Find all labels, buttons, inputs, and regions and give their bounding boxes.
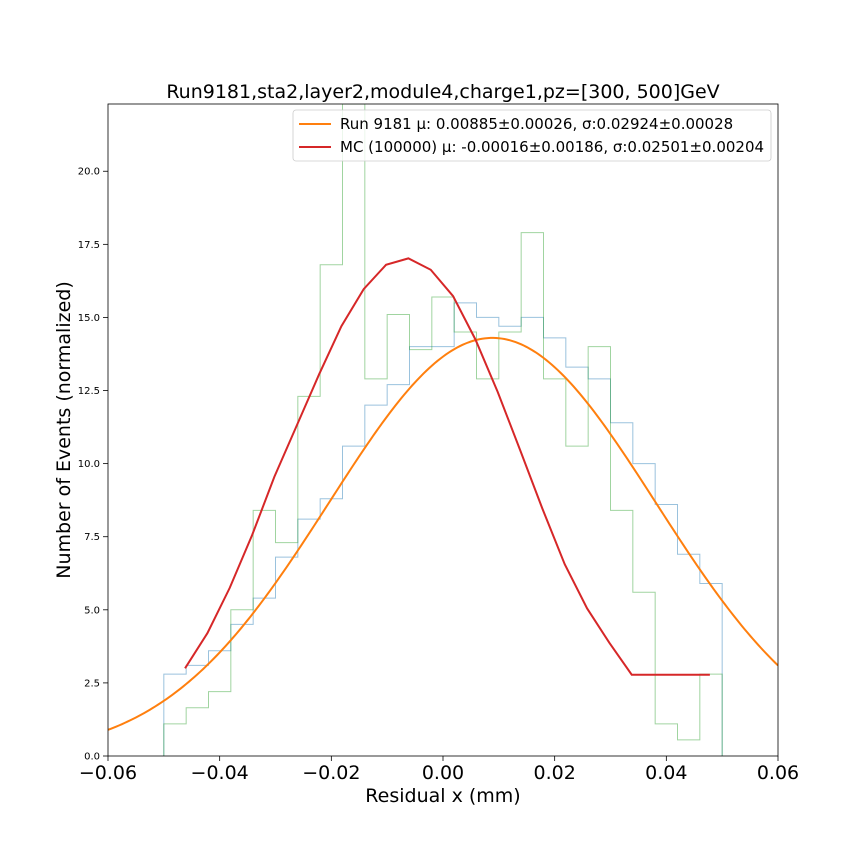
y-axis-label: Number of Events (normalized) xyxy=(53,281,75,579)
legend-box xyxy=(292,109,772,162)
x-tick-label: 0.04 xyxy=(645,762,687,784)
legend-label-run: Run 9181 μ: 0.00885±0.00026, σ:0.02924±0… xyxy=(340,115,733,133)
mc-histogram xyxy=(163,104,723,756)
y-axis: 0.0 2.5 5.0 7.5 10.0 12.5 15.0 17.5 20.0 xyxy=(78,167,108,763)
x-tick-label: 0.02 xyxy=(534,762,576,784)
legend: Run 9181 μ: 0.00885±0.00026, σ:0.02924±0… xyxy=(292,109,772,162)
legend-label-mc: MC (100000) μ: -0.00016±0.00186, σ:0.025… xyxy=(340,138,764,156)
x-tick-label: 0.06 xyxy=(757,762,799,784)
x-axis: −0.06 −0.04 −0.02 0.00 0.02 0.04 0.06 xyxy=(79,756,799,784)
x-axis-label: Residual x (mm) xyxy=(365,785,520,807)
y-tick-label: 0.0 xyxy=(84,752,100,763)
y-tick-label: 20.0 xyxy=(78,167,100,178)
x-tick-label: 0.00 xyxy=(422,762,464,784)
x-tick-label: −0.06 xyxy=(79,762,137,784)
data-histogram xyxy=(163,302,723,756)
y-tick-label: 10.0 xyxy=(78,459,100,470)
y-tick-label: 15.0 xyxy=(78,313,100,324)
y-tick-label: 17.5 xyxy=(78,240,100,251)
mc-fit-line xyxy=(184,257,710,676)
y-tick-label: 5.0 xyxy=(84,605,100,616)
run-fit-line xyxy=(108,336,778,731)
x-tick-label: −0.04 xyxy=(191,762,249,784)
x-tick-label: −0.02 xyxy=(302,762,360,784)
plot-area xyxy=(108,104,778,756)
chart-title: Run9181,sta2,layer2,module4,charge1,pz=[… xyxy=(166,81,719,103)
y-tick-label: 2.5 xyxy=(84,678,100,689)
y-tick-label: 7.5 xyxy=(84,532,100,543)
y-tick-label: 12.5 xyxy=(78,386,100,397)
